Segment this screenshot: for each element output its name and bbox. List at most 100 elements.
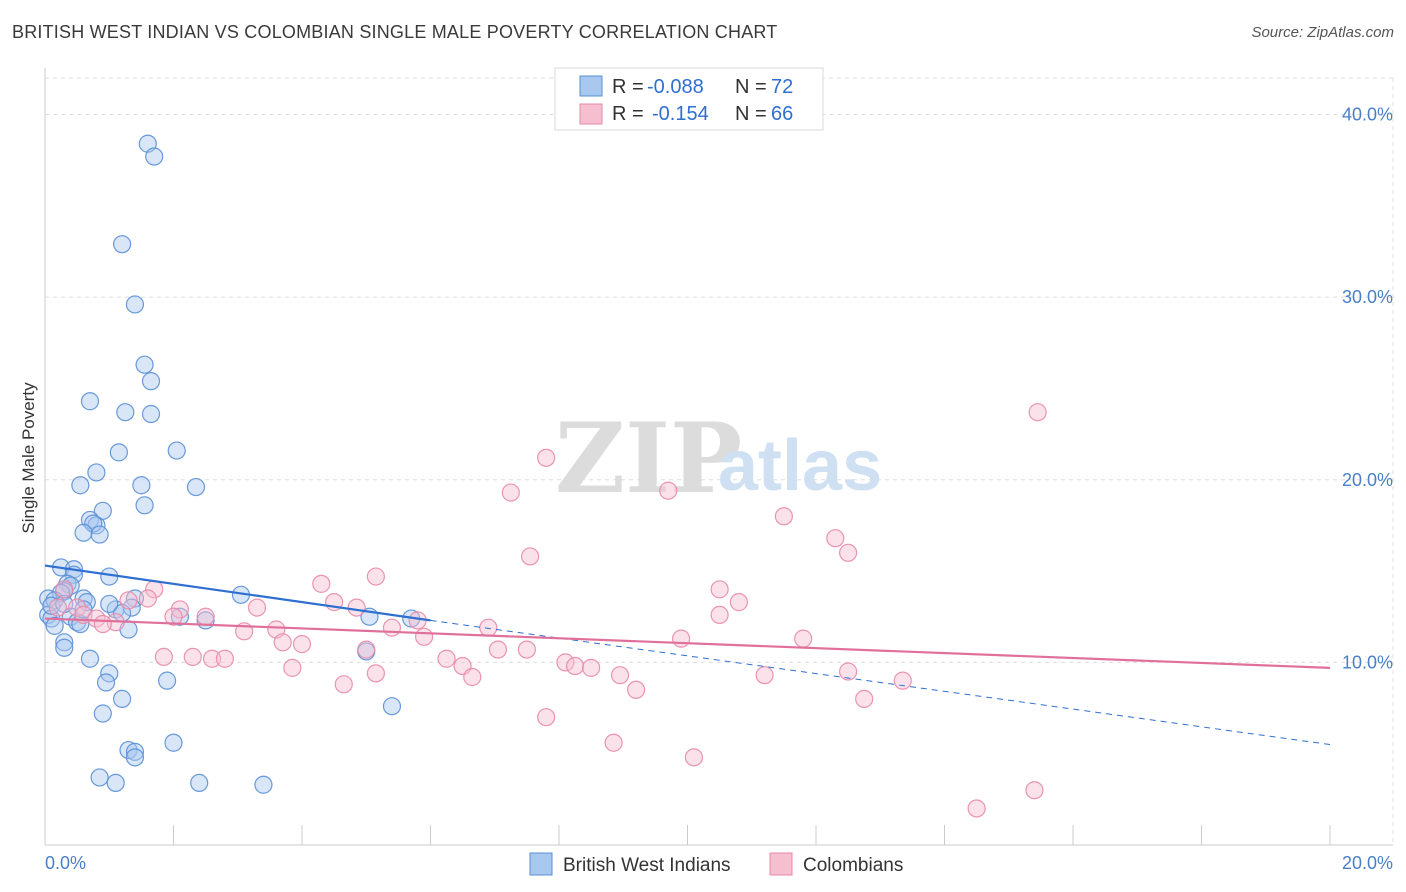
- point-british-west-indians: [164, 733, 183, 752]
- watermark-zip: ZIP: [555, 402, 742, 515]
- axes: [44, 68, 1393, 846]
- point-colombians: [755, 666, 774, 685]
- point-colombians: [215, 649, 234, 668]
- legend-bottom-swatch-pink: [769, 852, 793, 876]
- point-colombians: [582, 658, 601, 677]
- point-colombians: [196, 607, 215, 626]
- legend-r-value: -0.088: [647, 76, 704, 98]
- point-colombians: [967, 799, 986, 818]
- point-colombians: [283, 658, 302, 677]
- trend-line-colombians: [44, 617, 1331, 669]
- point-colombians: [414, 627, 434, 646]
- point-colombians: [537, 708, 556, 727]
- point-colombians: [517, 640, 536, 659]
- point-colombians: [537, 448, 556, 467]
- point-colombians: [479, 618, 498, 637]
- point-colombians: [366, 664, 385, 683]
- point-colombians: [164, 607, 183, 626]
- point-british-west-indians: [135, 496, 154, 515]
- y-tick-labels: 10.0% 20.0% 30.0% 40.0%: [1342, 105, 1393, 673]
- point-british-west-indians: [96, 673, 116, 692]
- point-colombians: [334, 675, 353, 694]
- legend-r-label: R =: [612, 76, 644, 98]
- point-colombians: [48, 598, 67, 617]
- point-british-west-indians: [125, 742, 145, 761]
- point-colombians: [826, 529, 845, 548]
- point-british-west-indians: [106, 773, 125, 793]
- y-tick-label: 20.0%: [1342, 470, 1393, 490]
- point-colombians: [893, 671, 912, 690]
- point-colombians: [556, 653, 575, 672]
- point-colombians: [659, 481, 678, 500]
- point-colombians: [626, 680, 646, 699]
- y-axis-label: Single Male Poverty: [19, 382, 38, 534]
- point-colombians: [119, 591, 138, 610]
- y-tick-label: 10.0%: [1342, 652, 1393, 672]
- point-colombians: [55, 580, 74, 599]
- point-colombians: [347, 598, 366, 617]
- point-british-west-indians: [90, 525, 109, 544]
- point-colombians: [671, 629, 691, 648]
- y-tick-label: 40.0%: [1342, 105, 1393, 125]
- point-british-west-indians: [55, 633, 74, 652]
- legend-bottom-label: British West Indians: [563, 855, 731, 876]
- point-british-west-indians: [45, 616, 64, 635]
- point-colombians: [710, 605, 729, 625]
- point-british-west-indians: [119, 740, 138, 760]
- series-british-west-indians: [39, 134, 421, 794]
- point-british-west-indians: [141, 372, 161, 391]
- point-british-west-indians: [100, 594, 119, 614]
- legend-n-label: N =: [735, 76, 767, 98]
- point-colombians: [565, 656, 585, 676]
- point-colombians: [292, 635, 312, 654]
- trend-line-british-west-indians: [44, 564, 431, 622]
- point-colombians: [68, 598, 87, 617]
- x-tick-labels: 0.0% 20.0%: [45, 853, 1393, 873]
- x-tick-label: 20.0%: [1342, 853, 1393, 873]
- point-british-west-indians: [112, 689, 132, 709]
- legend-stats: R = -0.088 N = 72 R = -0.154 N = 66: [554, 67, 824, 131]
- point-british-west-indians: [186, 477, 206, 497]
- point-british-west-indians: [170, 607, 190, 626]
- point-british-west-indians: [84, 514, 103, 533]
- legend-series: British West Indians Colombians: [529, 852, 903, 876]
- point-british-west-indians: [112, 235, 132, 254]
- point-british-west-indians: [157, 671, 177, 690]
- legend-r-label: R =: [612, 103, 644, 125]
- point-colombians: [604, 733, 623, 752]
- point-colombians: [93, 614, 112, 634]
- point-colombians: [357, 640, 376, 659]
- point-british-west-indians: [90, 768, 109, 787]
- chart-title: BRITISH WEST INDIAN VS COLOMBIAN SINGLE …: [12, 22, 778, 42]
- legend-swatch-blue: [579, 75, 603, 97]
- point-british-west-indians: [145, 147, 164, 166]
- point-colombians: [312, 574, 331, 593]
- point-colombians: [247, 598, 267, 617]
- point-colombians: [520, 547, 540, 566]
- point-colombians: [202, 649, 222, 668]
- point-british-west-indians: [382, 697, 402, 716]
- point-british-west-indians: [135, 355, 154, 374]
- point-british-west-indians: [132, 476, 151, 495]
- point-british-west-indians: [254, 775, 273, 794]
- point-british-west-indians: [190, 773, 209, 793]
- point-british-west-indians: [74, 600, 93, 619]
- legend-bottom-swatch-blue: [529, 852, 553, 876]
- point-british-west-indians: [74, 523, 93, 542]
- point-colombians: [183, 647, 202, 667]
- point-colombians: [463, 667, 482, 687]
- point-british-west-indians: [125, 295, 145, 314]
- point-british-west-indians: [93, 704, 112, 723]
- point-british-west-indians: [55, 638, 74, 657]
- point-colombians: [273, 633, 292, 652]
- point-colombians: [839, 662, 858, 681]
- point-colombians: [729, 593, 749, 612]
- point-british-west-indians: [109, 443, 128, 462]
- source-label: Source: ZipAtlas.com: [1251, 24, 1394, 41]
- point-colombians: [154, 647, 173, 667]
- point-british-west-indians: [116, 403, 135, 422]
- point-british-west-indians: [87, 463, 106, 482]
- point-british-west-indians: [141, 404, 161, 424]
- point-colombians: [684, 748, 704, 767]
